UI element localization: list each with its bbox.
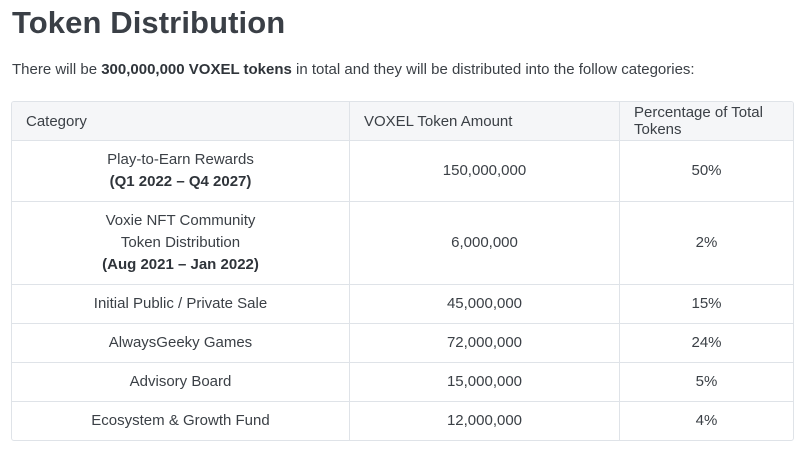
cell-category: Ecosystem & Growth Fund — [12, 401, 350, 440]
cell-category: Play-to-Earn Rewards (Q1 2022 – Q4 2027) — [12, 141, 350, 202]
intro-text: There will be 300,000,000 VOXEL tokens i… — [12, 60, 695, 80]
table-row: Voxie NFT Community Token Distribution (… — [12, 201, 793, 285]
header-percentage: Percentage of Total Tokens — [619, 102, 793, 141]
intro-token-total: 300,000,000 VOXEL tokens — [101, 61, 292, 78]
cell-percent: 50% — [619, 140, 793, 202]
cell-category: Initial Public / Private Sale — [12, 284, 350, 324]
cell-category: Voxie NFT Community Token Distribution (… — [12, 201, 350, 285]
intro-suffix: in total and they will be distributed in… — [291, 61, 695, 78]
cell-amount: 45,000,000 — [349, 284, 620, 324]
category-period: (Q1 2022 – Q4 2027) — [109, 173, 252, 190]
header-amount: VOXEL Token Amount — [349, 102, 620, 141]
intro-prefix: There will be — [12, 61, 102, 78]
cell-amount: 150,000,000 — [349, 140, 620, 202]
category-label: Play-to-Earn Rewards — [107, 151, 254, 168]
cell-amount: 12,000,000 — [349, 401, 620, 440]
cell-amount: 72,000,000 — [349, 323, 620, 363]
category-period: (Aug 2021 – Jan 2022) — [102, 256, 259, 273]
table-header-row: Category VOXEL Token Amount Percentage o… — [12, 102, 793, 141]
cell-percent: 2% — [619, 201, 793, 285]
category-label-line2: Token Distribution — [120, 234, 241, 251]
table-row: AlwaysGeeky Games 72,000,000 24% — [12, 323, 793, 363]
cell-amount: 6,000,000 — [349, 201, 620, 285]
header-category: Category — [12, 102, 350, 141]
cell-amount: 15,000,000 — [349, 362, 620, 402]
cell-category: Advisory Board — [12, 362, 350, 402]
table-row: Advisory Board 15,000,000 5% — [12, 362, 793, 402]
cell-category: AlwaysGeeky Games — [12, 323, 350, 363]
cell-percent: 4% — [619, 401, 793, 440]
page-title: Token Distribution — [12, 5, 286, 40]
cell-percent: 24% — [619, 323, 793, 363]
cell-percent: 15% — [619, 284, 793, 324]
table-row: Play-to-Earn Rewards (Q1 2022 – Q4 2027)… — [12, 140, 793, 202]
cell-percent: 5% — [619, 362, 793, 402]
token-distribution-table: Category VOXEL Token Amount Percentage o… — [11, 101, 794, 441]
table-row: Initial Public / Private Sale 45,000,000… — [12, 284, 793, 324]
table-row: Ecosystem & Growth Fund 12,000,000 4% — [12, 401, 793, 440]
category-label: Voxie NFT Community — [105, 212, 256, 229]
